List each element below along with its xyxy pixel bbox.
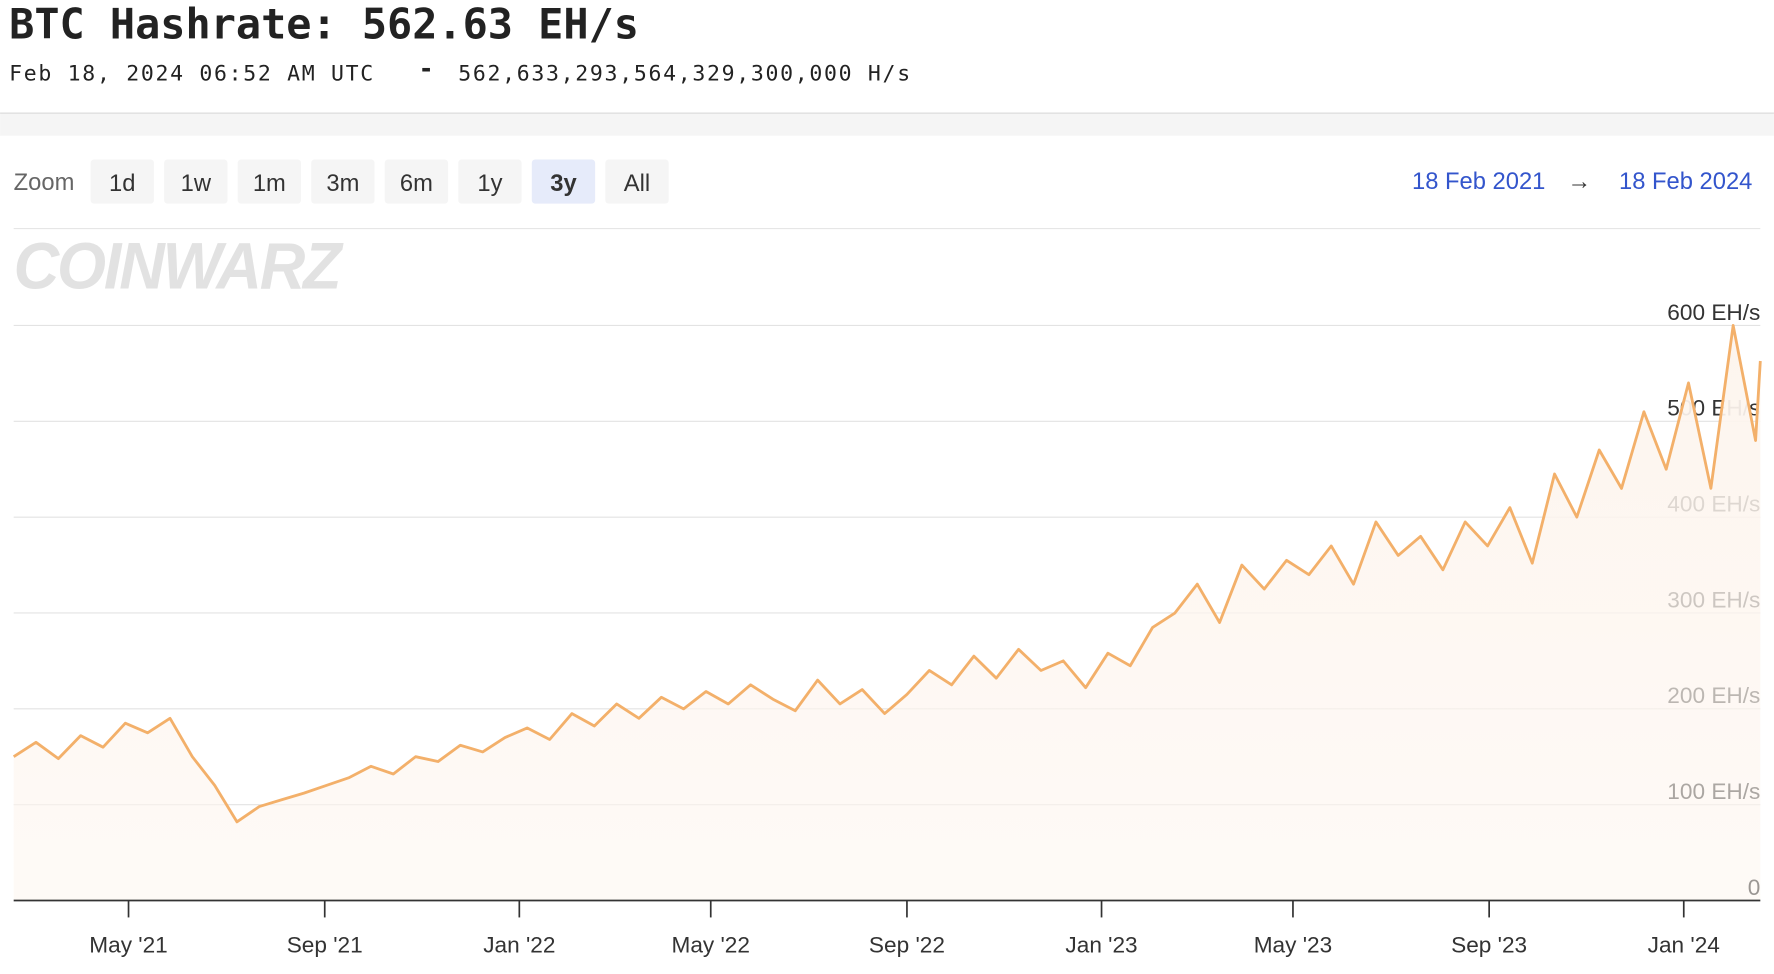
zoom-button[interactable]: 6m [384,159,449,204]
button-bg[interactable] [237,159,302,204]
button-label[interactable]: 3y [550,170,577,197]
button-label[interactable]: 1w [181,170,212,197]
header-divider [0,113,1774,136]
button-label[interactable]: 1d [109,170,135,197]
range-start[interactable]: 18 Feb 2021 [1412,168,1545,195]
zoom-button[interactable]: All [605,159,669,204]
y-tick-label: 600 EH/s [1667,300,1760,325]
plot: 0100 EH/s200 EH/s300 EH/s400 EH/s500 EH/… [12,300,1762,958]
x-tick-label: May '23 [1254,933,1332,958]
button-label[interactable]: 3m [326,170,359,197]
button-bg[interactable] [311,159,375,204]
button-label[interactable]: 1y [477,170,502,197]
zoom-button[interactable]: 1w [164,159,228,204]
button-label[interactable]: 1m [253,170,286,197]
zoom-button[interactable]: 3m [311,159,375,204]
x-tick-label: Jan '22 [483,933,555,958]
area [13,325,1761,901]
range-arrow: → [1567,168,1591,195]
page-title: BTC Hashrate: 562.63 EH/s [9,0,639,48]
button-label[interactable]: All [624,170,650,197]
separator: - [419,54,434,83]
zoom-button[interactable]: 1d [90,159,154,204]
x-tick-label: Sep '22 [869,933,945,958]
button-bg[interactable] [164,159,228,204]
zoom-buttons: 1d 1w 1m 3m 6m 1y 3y All [90,159,669,204]
range-end[interactable]: 18 Feb 2024 [1619,168,1752,195]
x-tick-label: May '21 [89,933,167,958]
x-tick-label: Sep '21 [287,933,363,958]
zoom-button[interactable]: 1y [458,159,522,204]
x-tick-label: May '22 [672,933,750,958]
button-bg[interactable] [531,159,596,204]
button-bg[interactable] [458,159,522,204]
button-label[interactable]: 6m [400,170,433,197]
line [12,324,1762,824]
zoom-label: Zoom [14,169,75,196]
zoom-button[interactable]: 1m [237,159,302,204]
raw-value: 562,633,293,564,329,300,000 H/s [458,61,912,86]
x-tick-label: Jan '24 [1648,933,1720,958]
watermark: COINWARZ [14,229,345,302]
button-bg[interactable] [605,159,669,204]
x-tick-label: Sep '23 [1451,933,1527,958]
button-bg[interactable] [90,159,154,204]
timestamp: Feb 18, 2024 06:52 AM UTC [9,61,375,86]
zoom-button[interactable]: 3y [531,159,596,204]
button-bg[interactable] [384,159,449,204]
x-tick-label: Jan '23 [1065,933,1137,958]
